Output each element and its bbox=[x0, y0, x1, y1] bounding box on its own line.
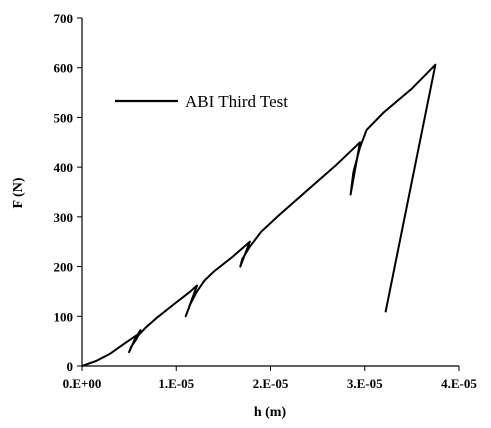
y-tick-label: 0 bbox=[67, 359, 74, 374]
series-group bbox=[81, 63, 437, 367]
x-tick-label: 4.E-05 bbox=[441, 376, 477, 391]
y-tick-label: 500 bbox=[54, 110, 74, 125]
y-tick-label: 300 bbox=[54, 210, 74, 225]
y-tick-label: 600 bbox=[54, 61, 74, 76]
y-tick-label: 200 bbox=[54, 260, 74, 275]
x-tick-label: 2.E-05 bbox=[253, 376, 289, 391]
series-line bbox=[81, 63, 437, 367]
x-axis-title: h (m) bbox=[254, 405, 287, 420]
y-tick-label: 400 bbox=[54, 160, 74, 175]
x-tick-label: 0.E+00 bbox=[63, 376, 102, 391]
legend-label: ABI Third Test bbox=[185, 92, 288, 111]
y-tick-label: 700 bbox=[54, 11, 74, 26]
x-tick-label: 3.E-05 bbox=[347, 376, 383, 391]
plot-area: 0.E+00 1.E-05 2.E-05 3.E-05 4.E-05 0 100 200 30… bbox=[54, 11, 478, 391]
y-tick-label: 100 bbox=[54, 309, 74, 324]
x-ticks: 0.E+00 1.E-05 2.E-05 3.E-05 4.E-05 bbox=[63, 366, 477, 391]
y-ticks: 0 100 200 300 400 500 600 700 bbox=[54, 11, 82, 374]
legend: ABI Third Test bbox=[115, 92, 288, 111]
x-tick-label: 1.E-05 bbox=[158, 376, 194, 391]
y-axis-title: F (N) bbox=[11, 177, 26, 208]
